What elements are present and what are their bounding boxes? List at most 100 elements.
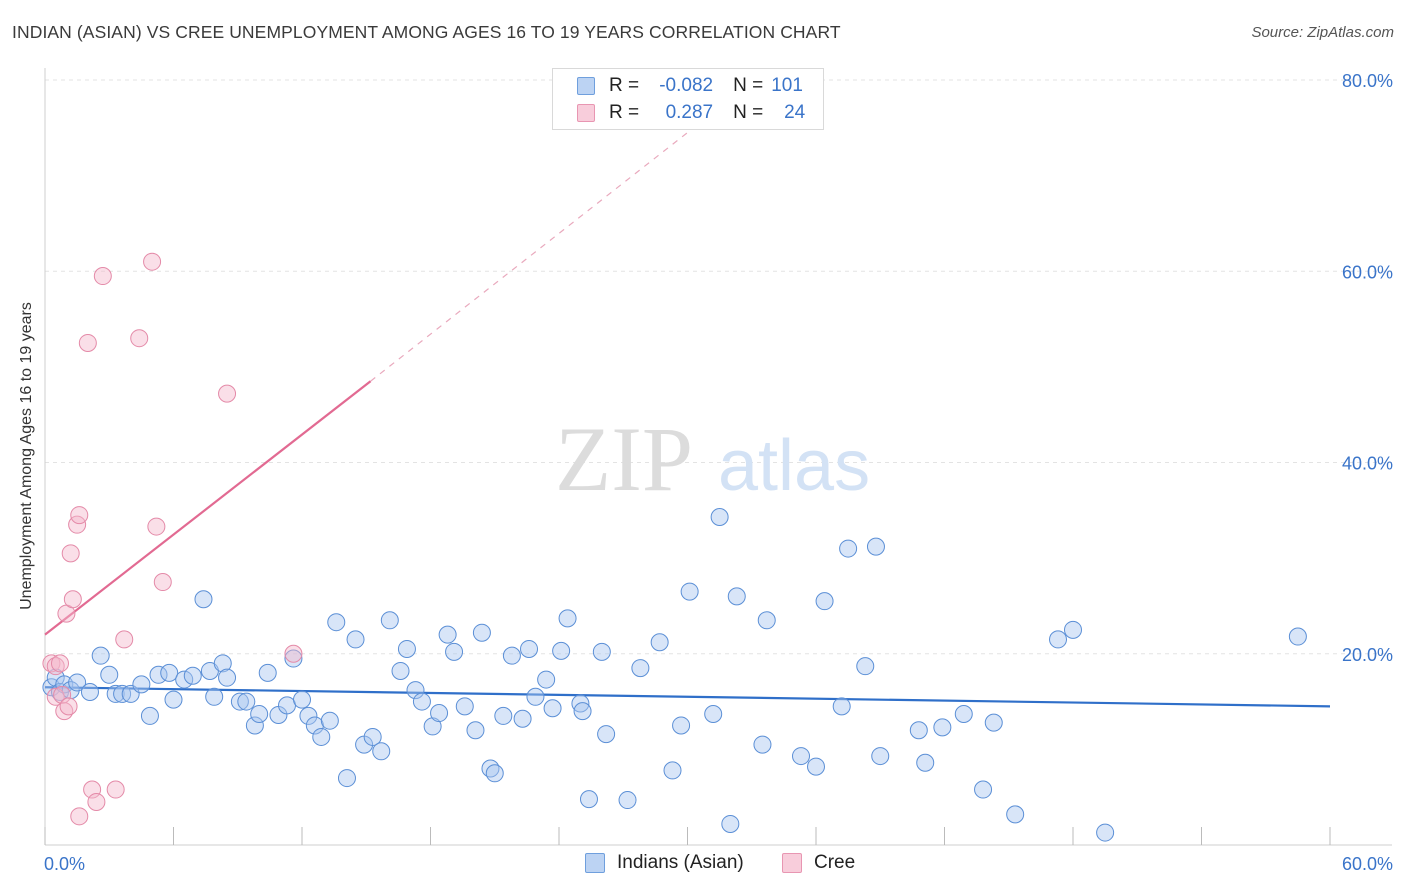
data-point xyxy=(250,704,269,723)
legend-n-label: N = xyxy=(733,75,764,96)
data-point xyxy=(537,670,556,689)
data-point xyxy=(153,573,172,592)
data-point xyxy=(237,692,256,711)
data-point xyxy=(406,681,425,700)
data-point xyxy=(1006,805,1025,824)
data-point xyxy=(106,780,125,799)
y-tick-label: 20.0% xyxy=(1342,645,1393,665)
data-point xyxy=(558,609,577,628)
series-legend-indians[interactable]: Indians (Asian) xyxy=(585,852,744,874)
data-point xyxy=(573,702,592,721)
x-tick-label: 0.0% xyxy=(44,854,85,874)
data-point xyxy=(80,683,99,701)
data-point xyxy=(412,692,431,711)
data-point xyxy=(815,592,834,611)
data-point xyxy=(258,663,277,682)
data-point xyxy=(106,684,125,703)
data-point xyxy=(455,697,474,716)
data-point xyxy=(130,329,149,348)
series-swatch-pink xyxy=(782,853,802,873)
legend-swatch-blue xyxy=(577,77,595,95)
data-point xyxy=(513,709,532,728)
data-point xyxy=(218,668,237,687)
data-point xyxy=(526,687,545,706)
data-point xyxy=(1096,823,1115,842)
y-tick-label: 80.0% xyxy=(1342,71,1393,91)
data-point xyxy=(472,623,491,642)
series-swatch-blue xyxy=(585,853,605,873)
series-legend-cree[interactable]: Cree xyxy=(782,852,855,874)
data-point xyxy=(50,654,69,673)
data-point xyxy=(909,721,928,740)
data-point xyxy=(727,587,746,606)
data-point xyxy=(320,711,339,730)
data-point xyxy=(571,694,590,713)
data-point xyxy=(391,661,410,680)
data-point xyxy=(147,517,166,536)
trend-extension-cree xyxy=(370,132,688,382)
data-point xyxy=(218,384,237,403)
data-point xyxy=(100,665,119,684)
data-point xyxy=(430,704,449,723)
data-point xyxy=(1064,620,1082,639)
data-point xyxy=(721,814,740,833)
data-point xyxy=(650,633,669,652)
trend-line-cree xyxy=(44,380,372,636)
data-point xyxy=(143,252,162,271)
data-point xyxy=(213,654,232,673)
data-point xyxy=(856,657,875,676)
stats-legend: R = -0.082 N = 101 R = 0.287 N = 24 xyxy=(552,68,824,130)
watermark: ZIP atlas xyxy=(555,408,870,510)
data-point xyxy=(704,704,723,723)
legend-r-value: -0.082 xyxy=(659,75,714,96)
data-point xyxy=(230,692,249,711)
data-point xyxy=(87,792,106,811)
data-point xyxy=(552,641,571,660)
data-point xyxy=(59,697,78,716)
series-indians-points xyxy=(42,508,1307,842)
data-point xyxy=(866,537,885,556)
axes xyxy=(44,68,1392,846)
data-point xyxy=(78,333,97,352)
data-point xyxy=(70,506,89,525)
data-point xyxy=(871,747,890,766)
legend-r-label: R = xyxy=(609,75,640,96)
series-label-cree: Cree xyxy=(814,852,856,873)
data-point xyxy=(592,642,611,661)
data-point xyxy=(183,666,202,685)
data-point xyxy=(293,690,311,709)
data-point xyxy=(954,704,973,723)
data-point xyxy=(284,644,303,663)
data-point xyxy=(680,582,699,601)
data-point xyxy=(618,791,637,810)
data-point xyxy=(543,699,562,718)
data-point xyxy=(1049,630,1068,649)
data-point xyxy=(164,690,183,709)
legend-row-cree: R = 0.287 N = 24 xyxy=(577,101,805,125)
gridlines xyxy=(45,79,1392,655)
data-point xyxy=(115,630,134,649)
source-label: Source: ZipAtlas.com xyxy=(1251,24,1394,41)
legend-r-label: R = xyxy=(609,102,640,123)
legend-r-value: 0.287 xyxy=(665,102,714,123)
data-point xyxy=(397,639,416,658)
data-point xyxy=(597,725,616,744)
data-points xyxy=(42,252,1307,842)
data-point xyxy=(974,780,993,799)
data-point xyxy=(312,727,331,746)
watermark-zip: ZIP xyxy=(555,408,693,510)
data-point xyxy=(140,706,159,725)
series-cree-points xyxy=(42,252,303,826)
data-point xyxy=(205,687,224,706)
data-point xyxy=(757,611,776,630)
data-point xyxy=(792,747,811,766)
data-point xyxy=(984,713,1003,732)
data-point xyxy=(175,670,194,689)
trend-lines xyxy=(44,132,1331,708)
legend-swatch-pink xyxy=(577,104,595,122)
data-point xyxy=(299,706,318,725)
data-point xyxy=(337,769,356,788)
data-point xyxy=(284,649,303,668)
data-point xyxy=(916,753,935,772)
